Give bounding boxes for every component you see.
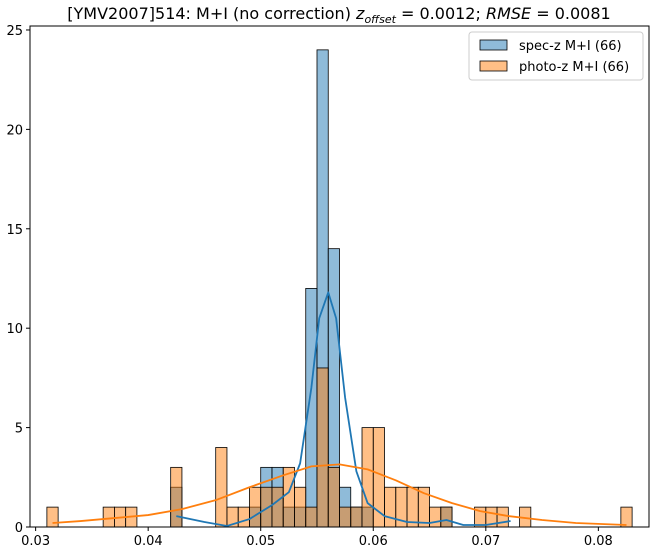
x-tick-label: 0.05 — [246, 534, 275, 549]
histogram-bar — [237, 506, 250, 528]
histogram-bar — [282, 466, 295, 528]
y-tick-label: 0 — [15, 521, 23, 536]
histogram-bar — [361, 427, 374, 528]
histogram-bar — [305, 506, 318, 528]
y-tick-label: 10 — [6, 322, 23, 337]
histogram-bar — [327, 466, 340, 528]
x-tick-label: 0.03 — [21, 534, 50, 549]
axes: 0.03 0.04 0.05 0.06 0.07 0.08 0 5 10 15 20 25 — [6, 24, 650, 549]
title-zoffset-sub: offset — [364, 13, 396, 26]
legend: spec-z M+I (66) photo-z M+I (66) — [468, 31, 644, 81]
x-tick-label: 0.07 — [471, 534, 500, 549]
histogram-bar — [249, 486, 262, 528]
title-zoffset-var: z — [355, 4, 365, 23]
plot-area — [46, 49, 633, 528]
histogram-bar — [339, 506, 352, 528]
x-tick-label: 0.06 — [359, 534, 388, 549]
legend-label: photo-z M+I (66) — [519, 60, 629, 75]
y-tick-label: 25 — [6, 24, 23, 39]
title-prefix: [YMV2007]514: M+I (no correction) — [67, 4, 356, 23]
x-tick-label: 0.04 — [134, 534, 163, 549]
histogram-bar — [170, 466, 183, 528]
legend-swatch — [479, 60, 508, 72]
histogram-bar — [271, 486, 284, 528]
histogram-bar — [350, 506, 363, 528]
histogram-bar — [102, 506, 115, 528]
title-rmse-value: = 0.0081 — [531, 4, 611, 23]
series-2-kde-line — [52, 463, 627, 526]
histogram-bar — [46, 506, 59, 528]
x-tick-label: 0.08 — [584, 534, 613, 549]
legend-label: spec-z M+I (66) — [519, 39, 622, 54]
histogram-bar — [496, 506, 509, 528]
y-tick-label: 20 — [6, 123, 23, 138]
chart-title: [YMV2007]514: M+I (no correction) zoffse… — [67, 4, 610, 26]
y-tick-label: 5 — [15, 422, 23, 437]
histogram-bar — [305, 288, 318, 528]
axes-frame — [29, 25, 650, 528]
legend-box — [468, 31, 644, 81]
histogram-bar — [440, 506, 453, 528]
legend-swatch — [479, 39, 508, 51]
histogram-bar — [384, 486, 397, 528]
histogram-bar — [316, 367, 329, 528]
title-zoffset-value: = 0.0012; — [396, 4, 486, 23]
title-rmse-var: RMSE — [486, 4, 532, 23]
histogram-bar — [429, 506, 442, 528]
histogram-bar — [215, 447, 228, 528]
y-tick-label: 15 — [6, 223, 23, 238]
histogram-bar — [406, 486, 419, 528]
series-1-kde-line — [176, 291, 511, 527]
histogram-bar — [294, 486, 307, 528]
